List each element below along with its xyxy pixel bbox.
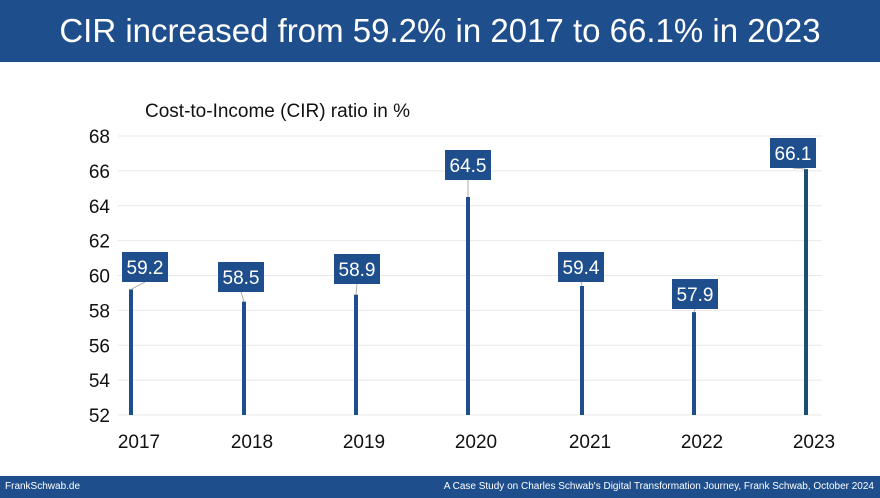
data-label: 66.1 bbox=[775, 144, 812, 165]
x-tick-label: 2021 bbox=[569, 432, 611, 453]
y-axis: 52 54 56 58 60 62 64 66 68 bbox=[89, 127, 111, 427]
chart-title: Cost-to-Income (CIR) ratio in % bbox=[145, 101, 410, 122]
bar-2021 bbox=[580, 285, 584, 415]
footer-citation: A Case Study on Charles Schwab's Digital… bbox=[443, 481, 874, 492]
y-tick-label: 68 bbox=[89, 127, 110, 148]
y-tick-label: 54 bbox=[89, 371, 111, 392]
leader-line bbox=[240, 291, 245, 302]
x-tick-label: 2023 bbox=[793, 432, 835, 453]
y-tick-label: 56 bbox=[89, 336, 110, 357]
data-label-box bbox=[672, 279, 718, 309]
data-labels: 59.2 58.5 58.9 64.5 59.4 57.9 66.1 bbox=[122, 138, 816, 313]
y-tick-label: 66 bbox=[89, 162, 110, 183]
bars bbox=[129, 169, 808, 415]
data-label: 57.9 bbox=[677, 285, 714, 306]
x-tick-label: 2020 bbox=[455, 432, 497, 453]
cir-chart: Cost-to-Income (CIR) ratio in % 52 54 56 58… bbox=[89, 101, 835, 453]
footer: FrankSchwab.de A Case Study on Charles S… bbox=[0, 476, 880, 498]
y-tick-label: 64 bbox=[89, 197, 111, 218]
data-label-box bbox=[218, 262, 264, 292]
leader-line bbox=[355, 283, 358, 295]
bar-2022 bbox=[692, 312, 696, 415]
bar-2018 bbox=[242, 301, 246, 415]
data-label-box bbox=[122, 252, 168, 282]
footer-website: FrankSchwab.de bbox=[5, 481, 81, 492]
data-label: 59.2 bbox=[127, 258, 164, 279]
bar-2019 bbox=[354, 294, 358, 415]
data-label: 58.9 bbox=[339, 260, 376, 281]
y-tick-label: 60 bbox=[89, 267, 110, 288]
x-axis: 2017 2018 2019 2020 2021 2022 2023 bbox=[118, 432, 835, 453]
leader-line bbox=[580, 281, 583, 287]
bar-2017 bbox=[129, 289, 133, 415]
data-label-box bbox=[558, 252, 604, 282]
x-tick-label: 2022 bbox=[681, 432, 723, 453]
x-tick-label: 2017 bbox=[118, 432, 160, 453]
y-tick-label: 52 bbox=[89, 406, 110, 427]
x-tick-label: 2018 bbox=[231, 432, 273, 453]
leader-line bbox=[792, 167, 807, 170]
slide-title: CIR increased from 59.2% in 2017 to 66.1… bbox=[0, 0, 880, 62]
y-tick-label: 58 bbox=[89, 301, 110, 322]
leader-line bbox=[693, 308, 696, 313]
bar-2020 bbox=[466, 197, 470, 415]
x-tick-label: 2019 bbox=[343, 432, 385, 453]
y-tick-label: 62 bbox=[89, 232, 110, 253]
data-label-box bbox=[770, 138, 816, 168]
bar-2023 bbox=[804, 169, 808, 415]
data-label: 59.4 bbox=[563, 258, 600, 279]
data-label: 64.5 bbox=[450, 156, 487, 177]
data-label-box bbox=[445, 150, 491, 180]
leader-line bbox=[130, 281, 146, 290]
data-label: 58.5 bbox=[223, 268, 260, 289]
data-label-box bbox=[334, 254, 380, 284]
